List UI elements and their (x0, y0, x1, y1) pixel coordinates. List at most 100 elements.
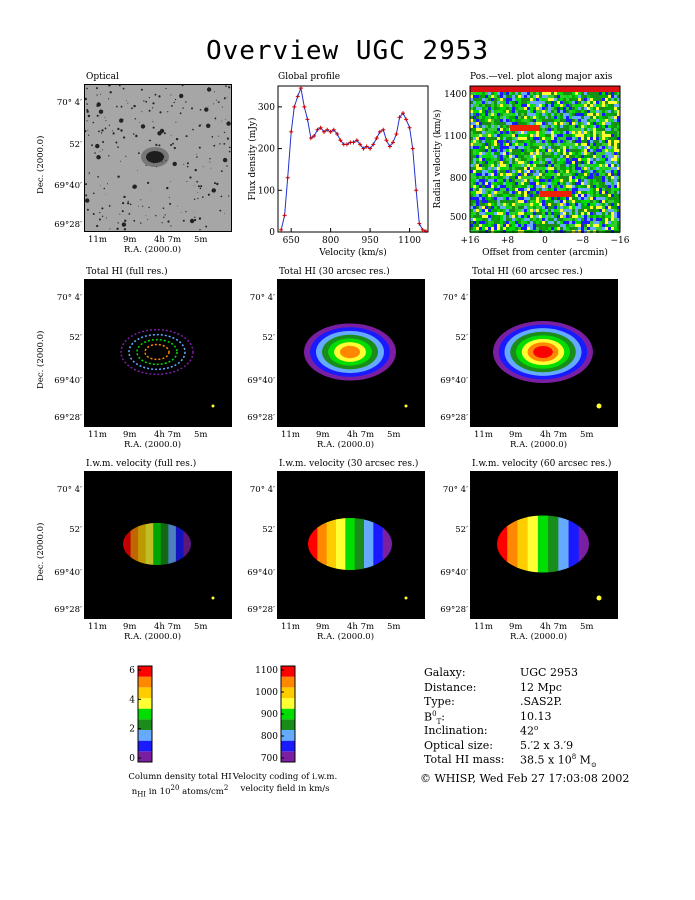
optical-star (123, 195, 126, 199)
ra-tick: 5m (194, 430, 208, 440)
optical-image (84, 84, 232, 232)
optical-star (219, 209, 222, 212)
colorbar-swatch (138, 751, 152, 762)
colorbar-tick-label: 1000 (255, 688, 278, 698)
colorbar-frame (137, 665, 153, 763)
optical-star (153, 162, 155, 164)
optical-star (206, 87, 212, 92)
optical-star (219, 143, 221, 145)
ra-tick: 4h 7m (154, 622, 182, 632)
colorbar-tick-label: 1100 (255, 666, 278, 676)
ra-tick: 11m (88, 235, 107, 245)
optical-star (228, 195, 230, 197)
ra-tick: 5m (387, 622, 401, 632)
hi-contour (144, 343, 170, 361)
optical-star (185, 101, 187, 103)
beam-marker (596, 595, 602, 601)
optical-star (172, 161, 177, 167)
optical-star (108, 98, 110, 100)
dec-tick: 69°28′ (440, 605, 468, 615)
pv-ylabel: Radial velocity (km/s) (432, 110, 443, 209)
optical-star (97, 176, 99, 178)
gp-ytick-label: 0 (269, 228, 275, 238)
optical-star (133, 104, 136, 108)
optical-star (225, 85, 227, 87)
optical-star (91, 144, 93, 147)
optical-star (167, 111, 169, 113)
optical-star (150, 190, 152, 192)
optical-star (112, 130, 114, 132)
gp-point (318, 125, 323, 130)
optical-star (116, 227, 119, 230)
global-profile-title: Global profile (278, 72, 341, 82)
colorbar-tick-label: 4 (129, 695, 135, 705)
info-row: Galaxy: UGC 2953 (424, 666, 684, 681)
optical-star (179, 112, 182, 115)
optical-star (185, 135, 188, 138)
optical-star (196, 181, 198, 183)
map-title-vel_60: I.w.m. velocity (60 arcsec res.) (472, 459, 612, 469)
velocity-field (123, 522, 191, 566)
ra-tick: 11m (88, 430, 107, 440)
optical-star (88, 173, 90, 175)
hi-contour (340, 345, 360, 359)
optical-star (226, 165, 228, 167)
optical-star (138, 205, 139, 207)
optical-star (226, 96, 228, 98)
optical-star (84, 97, 87, 101)
optical-star (193, 211, 195, 213)
info-value: 12 Mpc (520, 680, 562, 694)
optical-star (122, 87, 125, 90)
pv-ytick-label: 1400 (444, 90, 467, 100)
optical-star (140, 88, 143, 91)
optical-star (194, 168, 197, 172)
info-row: Type: .SAS2P. (424, 695, 684, 710)
gp-point (391, 140, 395, 145)
ra-axis-label: R.A. (2000.0) (510, 632, 568, 642)
optical-star (185, 211, 187, 213)
optical-star (175, 137, 179, 141)
optical-star (148, 206, 150, 209)
gp-point (417, 221, 422, 226)
dec-tick: 70° 4′ (442, 293, 468, 303)
optical-star (213, 144, 216, 147)
info-label: Inclination: (424, 724, 488, 737)
optical-star (102, 141, 105, 143)
optical-star (209, 161, 211, 163)
colorbar-swatch (138, 719, 152, 730)
dec-axis-label: Dec. (2000.0) (36, 522, 46, 581)
gp-xlabel: Velocity (km/s) (318, 247, 386, 258)
hi-contour (128, 333, 186, 371)
optical-star (161, 161, 163, 163)
gp-point (335, 131, 340, 136)
optical-star (197, 185, 200, 188)
colorbar-tick-label: 2 (129, 725, 135, 735)
ra-axis-label: R.A. (2000.0) (124, 245, 182, 255)
optical-star (108, 124, 110, 126)
gp-point (401, 111, 405, 116)
gp-point (364, 144, 369, 149)
optical-star (142, 205, 144, 207)
optical-star (223, 143, 226, 145)
gp-point (381, 127, 386, 132)
dec-tick: 70° 4′ (56, 293, 82, 303)
optical-star (199, 109, 202, 111)
gp-point (404, 117, 409, 122)
optical-star (226, 137, 229, 140)
dec-tick: 69°40′ (247, 568, 275, 578)
ra-tick: 5m (387, 430, 401, 440)
optical-star (127, 202, 130, 205)
ra-tick: 9m (316, 430, 330, 440)
optical-star (134, 118, 137, 120)
optical-star (170, 181, 171, 182)
pv-ytick-label: 800 (450, 174, 467, 184)
dec-axis-label: Dec. (2000.0) (36, 330, 46, 389)
optical-star (121, 210, 124, 213)
optical-star (166, 186, 169, 190)
gp-point (377, 129, 382, 134)
colorbar-swatch (281, 687, 295, 698)
optical-star (98, 218, 101, 221)
gp-point (387, 144, 392, 149)
ra-tick: 5m (580, 430, 594, 440)
optical-star (127, 102, 129, 104)
